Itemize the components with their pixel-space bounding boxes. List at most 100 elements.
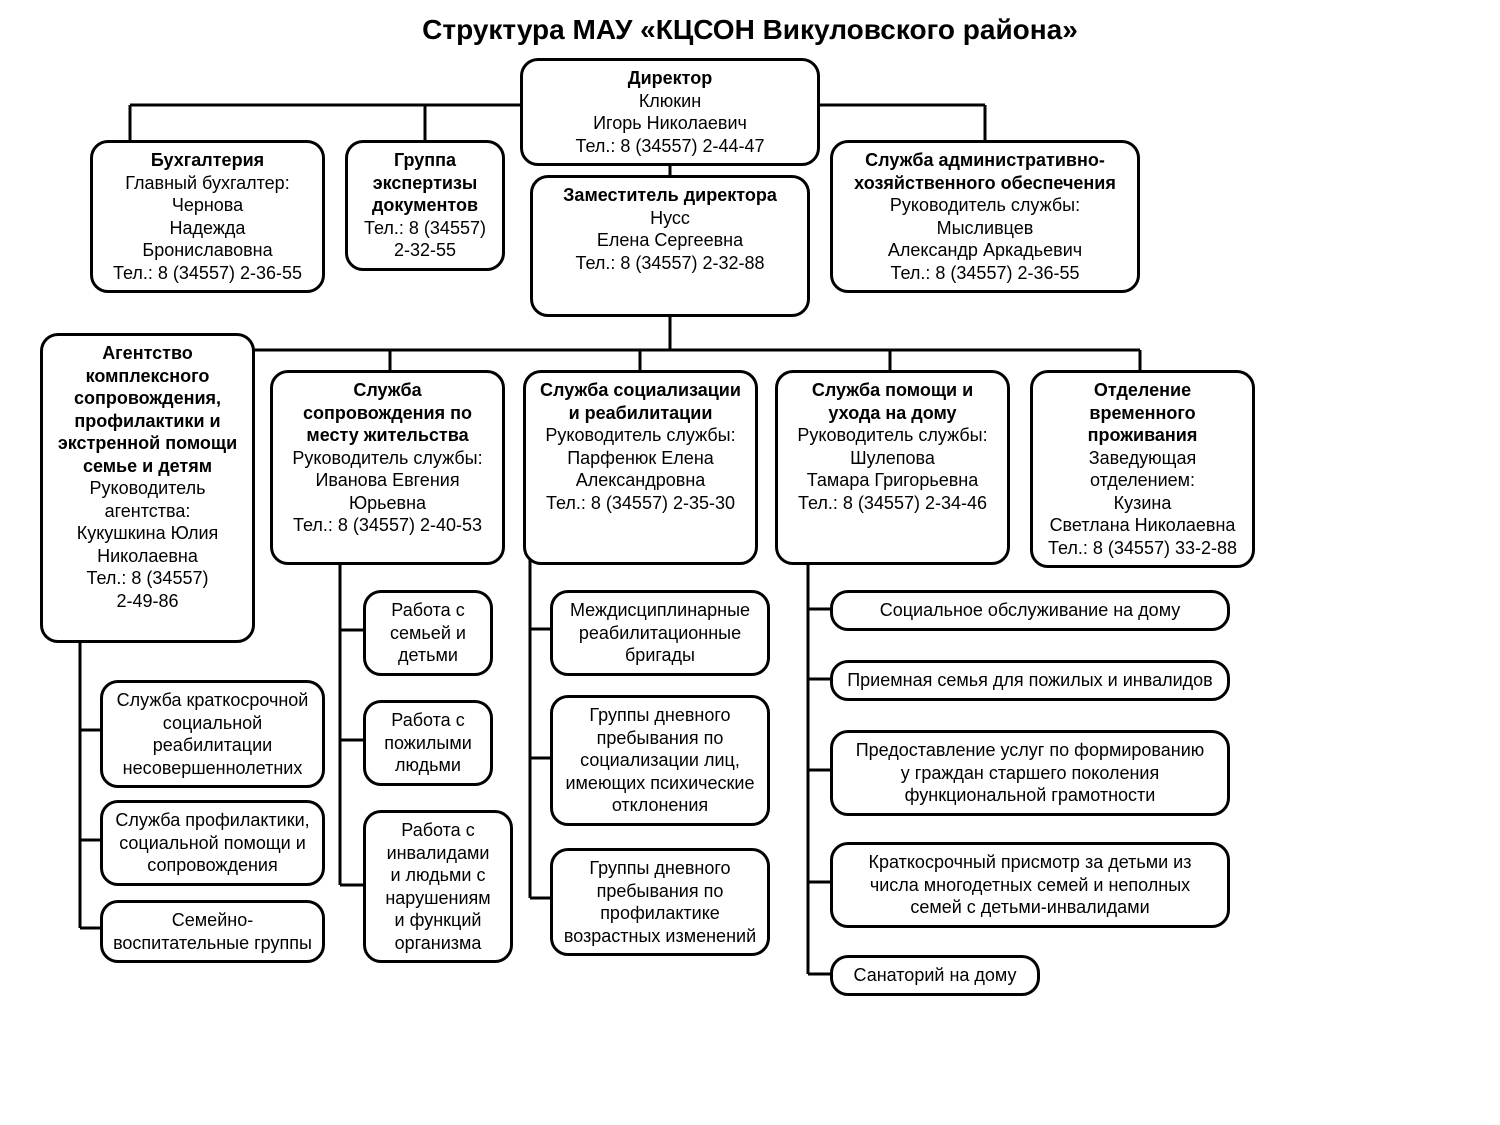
node-line: Тел.: 8 (34557) [356, 217, 494, 240]
node-line: отклонения [561, 794, 759, 817]
node-line: у граждан старшего поколения [841, 762, 1219, 785]
node-line: сопровождения [111, 854, 314, 877]
node-line: Краткосрочный присмотр за детьми из [841, 851, 1219, 874]
node-heading: Служба административно-хозяйственного об… [841, 149, 1129, 194]
node-line: социализации лиц, [561, 749, 759, 772]
node-heading: Отделение временного проживания [1041, 379, 1244, 447]
node-ag_sub1: Служба краткосрочнойсоциальнойреабилитац… [100, 680, 325, 788]
node-heading: Служба социализации и реабилитации [534, 379, 747, 424]
node-soc_sub3: Группы дневногопребывания попрофилактике… [550, 848, 770, 956]
node-line: семей с детьми-инвалидами [841, 896, 1219, 919]
node-line: Игорь Николаевич [531, 112, 809, 135]
node-line: Работа с [374, 819, 502, 842]
node-line: людьми [374, 754, 482, 777]
node-line: Тел.: 8 (34557) 2-32-88 [541, 252, 799, 275]
node-line: реабилитационные [561, 622, 759, 645]
node-line: Работа с [374, 599, 482, 622]
node-line: Группы дневного [561, 704, 759, 727]
node-hc_sub1: Социальное обслуживание на дому [830, 590, 1230, 631]
node-soc_sub2: Группы дневногопребывания посоциализации… [550, 695, 770, 826]
node-line: детьми [374, 644, 482, 667]
node-line: Служба краткосрочной [111, 689, 314, 712]
node-heading: Директор [531, 67, 809, 90]
node-expertise: Группа экспертизы документовТел.: 8 (345… [345, 140, 505, 271]
node-line: Нусс [541, 207, 799, 230]
node-line: Руководитель службы: [281, 447, 494, 470]
node-line: Тел.: 8 (34557) 2-44-47 [531, 135, 809, 158]
node-line: бригады [561, 644, 759, 667]
node-line: инвалидами [374, 842, 502, 865]
node-line: Тел.: 8 (34557) [51, 567, 244, 590]
node-line: Александр Аркадьевич [841, 239, 1129, 262]
node-hc_sub3: Предоставление услуг по формированиюу гр… [830, 730, 1230, 816]
node-line: Работа с [374, 709, 482, 732]
node-line: Иванова Евгения Юрьевна [281, 469, 494, 514]
node-ag_sub3: Семейно-воспитательные группы [100, 900, 325, 963]
node-heading: Служба сопровождения по месту жительства [281, 379, 494, 447]
node-line: Руководитель службы: [841, 194, 1129, 217]
node-homecare: Служба помощи и ухода на домуРуководител… [775, 370, 1010, 565]
node-hc_sub5: Санаторий на дому [830, 955, 1040, 996]
node-accounting: БухгалтерияГлавный бухгалтер:ЧерноваНаде… [90, 140, 325, 293]
node-line: пожилыми [374, 732, 482, 755]
page-title: Структура МАУ «КЦСОН Викуловского района… [0, 14, 1500, 46]
node-heading: Бухгалтерия [101, 149, 314, 172]
node-line: Тел.: 8 (34557) 2-35-30 [534, 492, 747, 515]
node-res_sub2: Работа спожилымилюдьми [363, 700, 493, 786]
node-line: 2-32-55 [356, 239, 494, 262]
node-line: Чернова [101, 194, 314, 217]
node-line: воспитательные группы [111, 932, 314, 955]
node-line: Социальное обслуживание на дому [841, 599, 1219, 622]
node-line: Тел.: 8 (34557) 33-2-88 [1041, 537, 1244, 560]
node-line: Тел.: 8 (34557) 2-36-55 [101, 262, 314, 285]
node-line: нарушениям [374, 887, 502, 910]
node-line: реабилитации [111, 734, 314, 757]
node-temporary: Отделение временного проживанияЗаведующа… [1030, 370, 1255, 568]
node-line: Кукушкина Юлия Николаевна [51, 522, 244, 567]
node-line: социальной помощи и [111, 832, 314, 855]
node-line: профилактике [561, 902, 759, 925]
node-deputy: Заместитель директораНуссЕлена Сергеевна… [530, 175, 810, 317]
node-line: Надежда [101, 217, 314, 240]
node-line: числа многодетных семей и неполных [841, 874, 1219, 897]
node-line: Брониславовна [101, 239, 314, 262]
node-line: Руководитель агентства: [51, 477, 244, 522]
node-res_sub1: Работа ссемьей идетьми [363, 590, 493, 676]
node-line: несовершеннолетних [111, 757, 314, 780]
node-line: имеющих психические [561, 772, 759, 795]
node-line: Тел.: 8 (34557) 2-34-46 [786, 492, 999, 515]
node-line: семьей и [374, 622, 482, 645]
node-line: организма [374, 932, 502, 955]
node-line: Руководитель службы: [534, 424, 747, 447]
node-line: Санаторий на дому [841, 964, 1029, 987]
node-line: Елена Сергеевна [541, 229, 799, 252]
node-soc_sub1: Междисциплинарныереабилитационныебригады [550, 590, 770, 676]
node-line: Главный бухгалтер: [101, 172, 314, 195]
node-res_sub3: Работа синвалидамии людьми снарушениями … [363, 810, 513, 963]
node-line: и людьми с [374, 864, 502, 887]
node-director: ДиректорКлюкинИгорь НиколаевичТел.: 8 (3… [520, 58, 820, 166]
node-line: Междисциплинарные [561, 599, 759, 622]
node-line: Предоставление услуг по формированию [841, 739, 1219, 762]
node-line: Кузина [1041, 492, 1244, 515]
node-hc_sub2: Приемная семья для пожилых и инвалидов [830, 660, 1230, 701]
node-line: Тамара Григорьевна [786, 469, 999, 492]
node-hc_sub4: Краткосрочный присмотр за детьми изчисла… [830, 842, 1230, 928]
node-line: и функций [374, 909, 502, 932]
node-heading: Заместитель директора [541, 184, 799, 207]
node-heading: Группа экспертизы документов [356, 149, 494, 217]
node-line: пребывания по [561, 880, 759, 903]
node-line: социальной [111, 712, 314, 735]
node-line: Тел.: 8 (34557) 2-40-53 [281, 514, 494, 537]
node-admin: Служба административно-хозяйственного об… [830, 140, 1140, 293]
node-line: Служба профилактики, [111, 809, 314, 832]
node-ag_sub2: Служба профилактики,социальной помощи ис… [100, 800, 325, 886]
node-heading: Агентство комплексного сопровождения, пр… [51, 342, 244, 477]
node-line: Шулепова [786, 447, 999, 470]
node-line: возрастных изменений [561, 925, 759, 948]
node-line: Светлана Николаевна [1041, 514, 1244, 537]
node-line: пребывания по [561, 727, 759, 750]
node-line: Семейно- [111, 909, 314, 932]
node-line: Руководитель службы: [786, 424, 999, 447]
node-line: Мысливцев [841, 217, 1129, 240]
